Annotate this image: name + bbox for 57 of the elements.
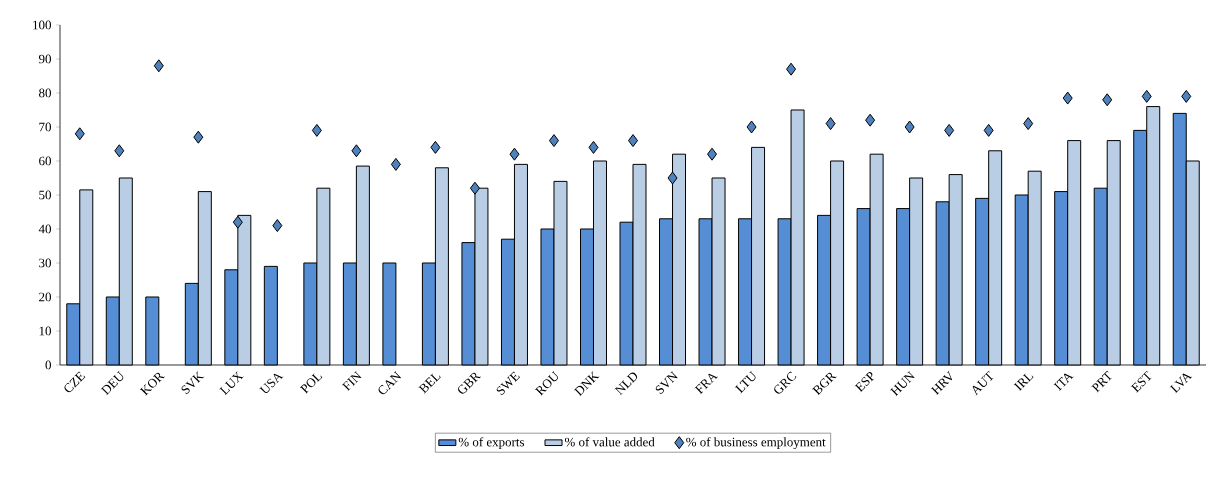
x-tick-label: PRT bbox=[1091, 370, 1112, 393]
x-tick-label: IRL bbox=[1013, 373, 1034, 392]
y-tick-label: 0 bbox=[45, 360, 51, 370]
y-tick-label: 20 bbox=[39, 292, 51, 302]
legend-label: % of exports bbox=[458, 437, 525, 450]
x-tick-label: GBR bbox=[458, 372, 481, 394]
point bbox=[746, 120, 757, 134]
point bbox=[430, 140, 441, 154]
point bbox=[865, 113, 876, 127]
point bbox=[1141, 89, 1152, 103]
point bbox=[1023, 117, 1034, 131]
point bbox=[548, 134, 559, 148]
point bbox=[1062, 91, 1073, 105]
point bbox=[983, 123, 994, 137]
point bbox=[1181, 89, 1192, 103]
x-tick-label: POL bbox=[299, 373, 323, 394]
y-tick-label: 70 bbox=[39, 122, 51, 132]
x-tick-label: LTU bbox=[734, 370, 756, 394]
x-tick-label: BEL bbox=[418, 373, 441, 394]
y-tick-label: 90 bbox=[38, 54, 51, 64]
x-tick-label: ESP bbox=[854, 372, 874, 393]
y-tick-label: 60 bbox=[39, 156, 51, 166]
y-tick-label: 40 bbox=[38, 224, 51, 234]
point bbox=[904, 120, 915, 134]
x-tick-label: FIN bbox=[341, 370, 362, 392]
x-tick-label: FRA bbox=[694, 373, 719, 395]
point bbox=[469, 181, 480, 195]
x-tick-label: USA bbox=[259, 373, 284, 394]
point bbox=[272, 219, 283, 233]
point bbox=[707, 147, 718, 161]
point bbox=[390, 157, 401, 171]
point bbox=[74, 127, 85, 141]
point bbox=[825, 117, 836, 131]
point bbox=[667, 171, 678, 185]
y-tick-label: 100 bbox=[33, 20, 51, 30]
point bbox=[193, 130, 204, 144]
point bbox=[628, 134, 639, 148]
point bbox=[114, 144, 125, 158]
point bbox=[311, 123, 322, 137]
x-tick-label: LVA bbox=[1169, 373, 1193, 394]
point bbox=[509, 147, 520, 161]
legend-label: % of business employment bbox=[686, 437, 826, 450]
point bbox=[153, 59, 164, 73]
point bbox=[944, 123, 955, 137]
point bbox=[1102, 93, 1113, 107]
point bbox=[588, 140, 599, 154]
point bbox=[232, 215, 243, 229]
x-tick-label: EST bbox=[1130, 370, 1152, 393]
y-tick-label: 10 bbox=[39, 326, 51, 336]
x-tick-label: CZE bbox=[64, 371, 86, 393]
y-tick-label: 30 bbox=[39, 258, 51, 268]
x-tick-label: ITA bbox=[1053, 373, 1074, 391]
y-tick-label: 80 bbox=[39, 88, 51, 98]
legend-label: % of value added bbox=[564, 437, 655, 447]
point bbox=[786, 62, 797, 76]
y-tick-label: 50 bbox=[39, 190, 51, 200]
point bbox=[351, 144, 362, 158]
